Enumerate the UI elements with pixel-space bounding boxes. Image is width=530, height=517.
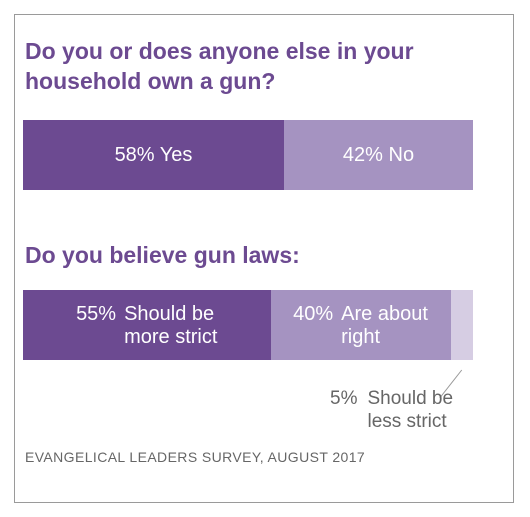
bar-label: 58% Yes — [114, 143, 193, 166]
question-gun-laws: Do you believe gun laws: — [25, 242, 300, 268]
bar-label: 55% Should be more strict — [23, 303, 271, 349]
gun-laws-bar: 55% Should be more strict 40% Are about right — [23, 290, 473, 360]
bar-label: 40% Are about right — [271, 303, 451, 349]
bar-label-pct: 40% — [293, 303, 334, 325]
question-gun-ownership: Do you or does anyone else in your house… — [25, 38, 414, 94]
bar-label-less-strict-text: Should be less strict — [367, 388, 454, 432]
bar-label: 42% No — [342, 143, 415, 166]
source-note: EVANGELICAL LEADERS SURVEY, AUGUST 2017 — [25, 449, 366, 465]
bar-label-text: Should be more strict — [124, 303, 218, 348]
bar-segment-yes: 58% Yes — [23, 120, 284, 190]
bar-label-text: Are about right — [341, 303, 428, 348]
bar-segment-should-be-more-strict: 55% Should be more strict — [23, 290, 271, 360]
bar-segment-are-about-right: 40% Are about right — [270, 290, 451, 360]
infographic-card — [14, 14, 514, 503]
bar-label-less-strict-pct: 5% — [330, 388, 358, 409]
gun-ownership-bar: 58% Yes 42% No — [23, 120, 473, 190]
bar-label-less-strict: 5% Should be less strict — [330, 387, 453, 433]
bar-segment-no: 42% No — [284, 120, 473, 190]
bar-label-pct: 55% — [76, 303, 117, 325]
bar-segment-should-be-less-strict — [450, 290, 473, 360]
